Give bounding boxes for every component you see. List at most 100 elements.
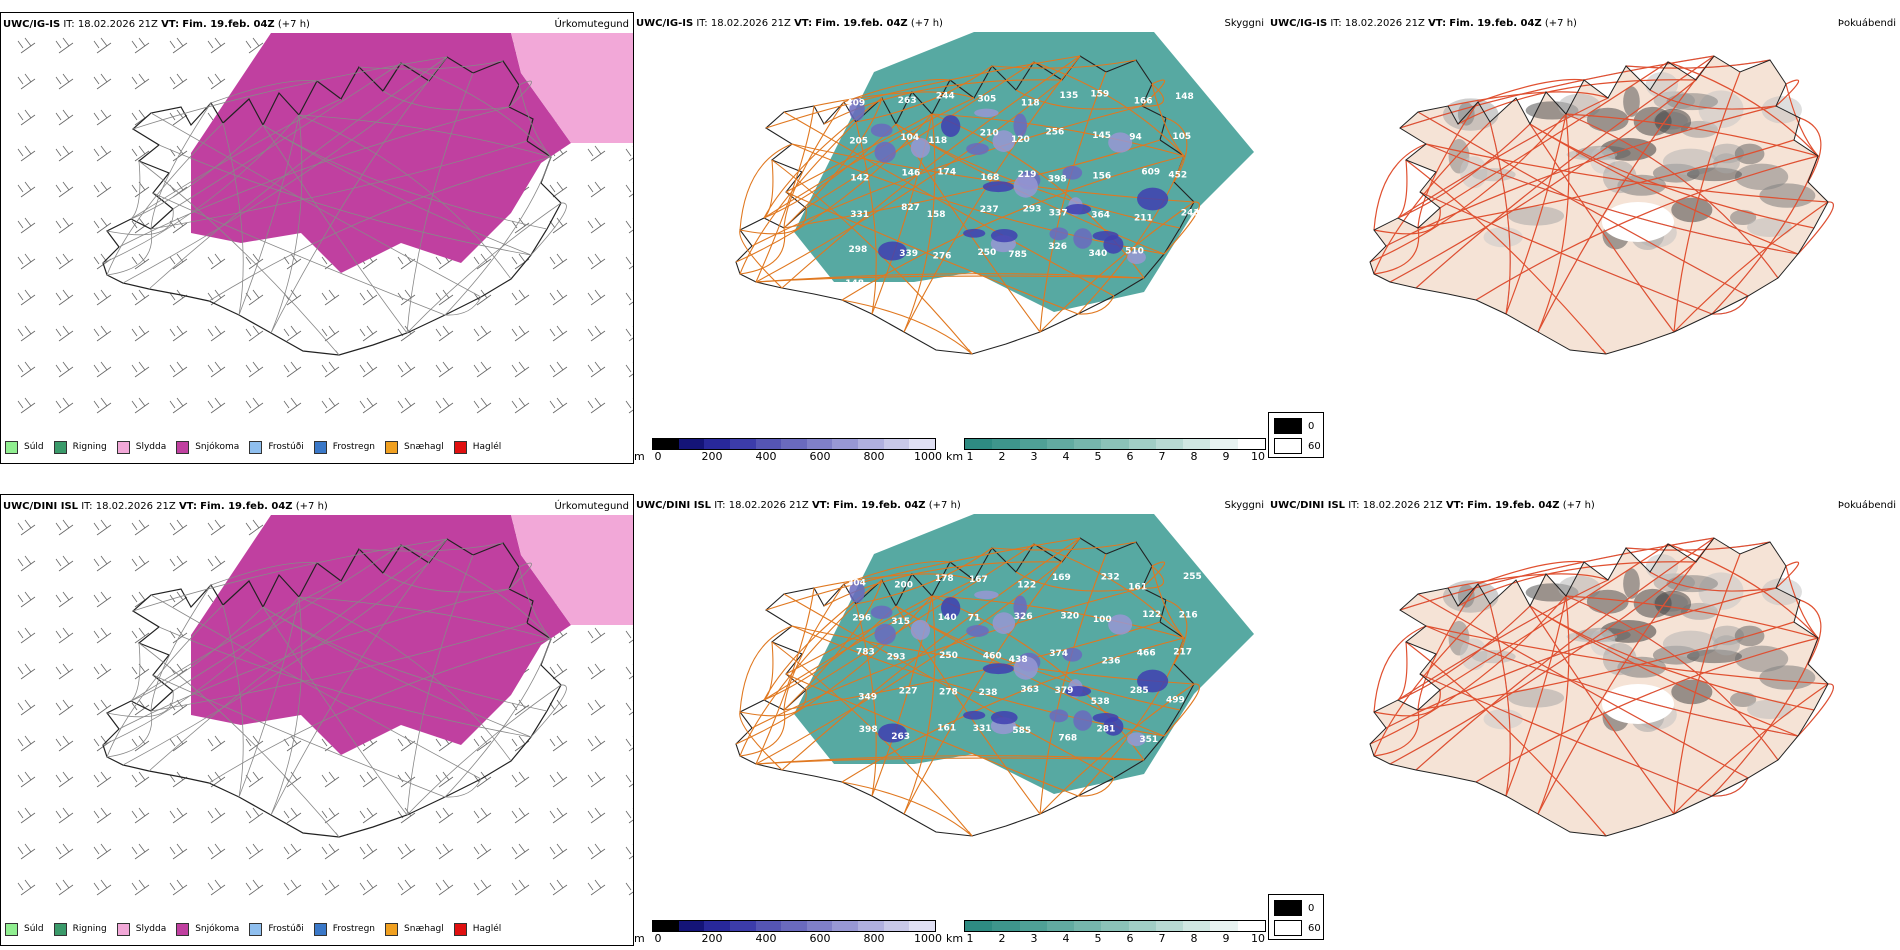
road-segment <box>1033 543 1185 639</box>
wind-barb <box>55 289 74 306</box>
wind-barb <box>511 325 530 342</box>
road-segment <box>855 547 993 605</box>
road-segment <box>118 588 510 730</box>
cloud-base-height-label: 250 <box>978 248 997 258</box>
model-name: UWC/IG-IS <box>636 18 694 29</box>
wind-barb <box>587 771 606 788</box>
wind-barb <box>17 73 36 90</box>
wind-barb <box>549 361 568 378</box>
cloud-base-patch <box>1065 204 1092 215</box>
colorbar-cell <box>729 439 756 449</box>
colorbar-tick-label: 5 <box>1094 932 1102 945</box>
wind-barb <box>625 182 633 198</box>
wind-barb <box>473 253 492 270</box>
road-segment <box>871 595 933 797</box>
road-segment <box>262 124 408 334</box>
cloud-base-patch <box>1073 710 1093 731</box>
road-segment <box>1565 113 1779 279</box>
road-segment <box>1039 71 1107 333</box>
road-segment <box>1425 625 1829 685</box>
fog-patch <box>1666 93 1718 111</box>
valid-time: Fim. 19.feb. 04Z <box>833 500 926 511</box>
colorbar-cell <box>678 439 705 449</box>
wind-barb <box>93 361 112 378</box>
cloud-base-patch <box>1137 187 1169 211</box>
colorbar-tick-label: 7 <box>1158 932 1166 945</box>
road-segment <box>1039 683 1195 815</box>
wind-barb <box>473 397 492 414</box>
road-segment <box>783 97 883 229</box>
wind-barb <box>207 397 226 414</box>
wind-barb <box>625 700 633 716</box>
wind-barb <box>435 771 454 788</box>
cloud-base-height-label: 363 <box>1020 685 1039 695</box>
cloud-base-height-label: 250 <box>939 651 958 661</box>
wind-barb <box>587 181 606 198</box>
colorbar-cell <box>1101 439 1129 449</box>
colorbar-tick-label: 1000 <box>914 450 942 463</box>
road-segment <box>444 296 482 316</box>
road-segment <box>755 757 1145 765</box>
wind-barb <box>169 289 188 306</box>
wind-barb <box>587 699 606 716</box>
road-segment <box>406 554 474 816</box>
colorbar-cell <box>1128 439 1156 449</box>
wind-barb <box>245 289 264 306</box>
cloud-base-patch <box>1103 235 1124 254</box>
cloud-base-height-label: 243 <box>1181 209 1200 219</box>
road-segment <box>1417 101 1479 229</box>
road-segment <box>508 562 532 590</box>
cloud-base-height-label: 148 <box>845 279 864 289</box>
colorbar-tick-label: 0 <box>654 932 662 945</box>
road-segment <box>382 572 510 593</box>
wind-barb <box>131 843 150 860</box>
cloud-base-patch <box>974 590 999 600</box>
valid-time: Fim. 19.feb. 04Z <box>182 19 275 30</box>
wind-barb <box>397 843 416 860</box>
colorbar-tick-label: 0 <box>654 450 662 463</box>
road-segment <box>150 584 212 712</box>
wind-barb <box>587 879 606 896</box>
legend-swatch <box>385 440 399 454</box>
colorbar-cell <box>992 921 1020 931</box>
wind-barb <box>55 627 74 644</box>
road-segment <box>1389 79 1697 283</box>
model-name: UWC/IG-IS <box>1270 18 1328 29</box>
wind-barb <box>17 627 36 644</box>
init-time: IT: 18.02.2026 21Z <box>714 500 809 511</box>
cloud-base-height-label: 122 <box>1017 580 1036 590</box>
colorbar-cells <box>964 920 1266 932</box>
wind-barb <box>397 735 416 752</box>
legend-item: Haglél <box>453 922 501 936</box>
cloud-base-height-label: 379 <box>1055 686 1074 696</box>
road-segment <box>270 114 303 334</box>
sleet-area <box>511 33 633 143</box>
cloud-base-height-label: 120 <box>1011 135 1030 145</box>
cloud-base-height-label: 244 <box>936 91 955 101</box>
cloud-base-height-label: 304 <box>847 579 866 589</box>
lead-time: (+7 h) <box>1562 500 1595 511</box>
init-time: IT: 18.02.2026 21Z <box>1348 500 1443 511</box>
road-segment <box>903 595 936 815</box>
cloud-base-height-label: 364 <box>1091 211 1110 221</box>
fog-patch <box>1730 209 1757 226</box>
wind-barb <box>511 807 530 824</box>
road-segment <box>1373 603 1491 757</box>
wind-barb <box>625 772 633 788</box>
wind-barb <box>587 145 606 162</box>
road-segment <box>1625 541 1771 551</box>
colorbar-cell <box>1210 921 1238 931</box>
colorbar-unit: km <box>946 450 964 463</box>
legend-swatch <box>249 440 263 454</box>
wind-barb <box>625 398 633 414</box>
cloud-base-patch <box>992 612 1016 634</box>
colorbar-cell <box>909 439 935 449</box>
road-segment <box>871 113 933 315</box>
colorbar-cell <box>755 921 782 931</box>
colorbar-tick-label: 600 <box>809 450 831 463</box>
road-segment <box>262 606 548 712</box>
cloud-base-height-label: 609 <box>1141 168 1160 178</box>
cloud-visibility-map-row1: 409 263 244 305 118 135 159 166 148 205 104 118 210 1… <box>735 32 1254 355</box>
colorbar-cells <box>652 438 936 450</box>
road-segment <box>148 56 448 290</box>
